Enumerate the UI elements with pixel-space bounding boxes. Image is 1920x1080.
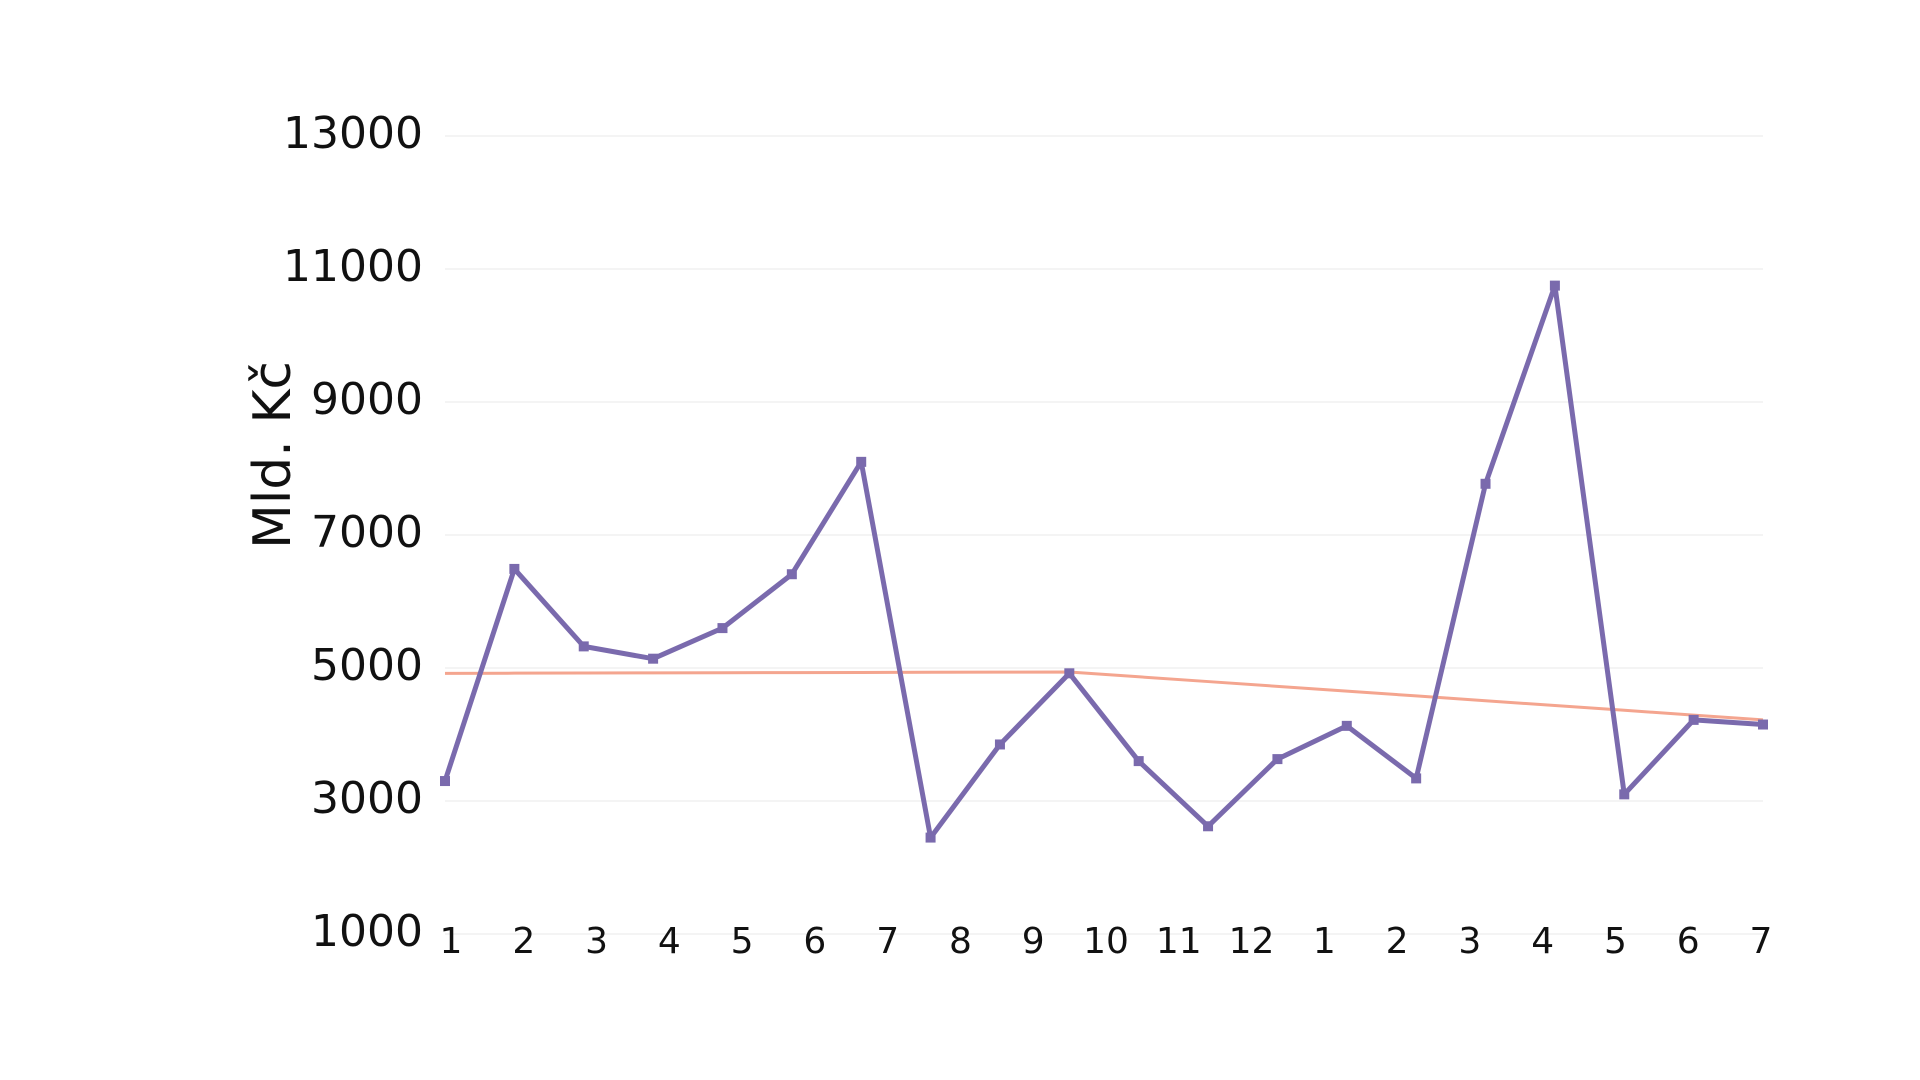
marker: [994, 739, 1005, 750]
x-tick-label: 12: [1229, 921, 1275, 962]
x-tick-label: 9: [1022, 921, 1045, 962]
x-tick-label: 11: [1156, 921, 1202, 962]
y-tick-label: 3000: [311, 773, 423, 824]
x-tick-label: 8: [949, 921, 972, 962]
y-tick-label: 1000: [311, 906, 423, 957]
marker: [1688, 714, 1699, 725]
y-axis-label: Mld. Kč: [243, 361, 303, 549]
y-tick-label: 9000: [311, 374, 423, 425]
marker: [1341, 720, 1352, 731]
marker: [717, 623, 728, 634]
marker: [1549, 280, 1560, 291]
x-tick-label: 10: [1083, 921, 1129, 962]
marker: [1758, 719, 1768, 730]
x-tick-label: 6: [803, 921, 826, 962]
marker: [1619, 789, 1630, 800]
x-tick-label: 1: [440, 921, 463, 962]
series-line: [442, 283, 1764, 841]
marker: [925, 832, 936, 843]
marker: [648, 653, 659, 664]
x-tick-label: 7: [1750, 921, 1773, 962]
marker: [856, 456, 867, 467]
marker: [509, 563, 520, 574]
x-tick-label: 3: [1458, 921, 1481, 962]
marker: [578, 641, 589, 652]
y-tick-label: 11000: [283, 241, 423, 292]
y-tick-label: 13000: [283, 108, 423, 159]
x-tick-label: 2: [512, 921, 535, 962]
x-tick-label: 5: [1604, 921, 1627, 962]
y-tick-label: 7000: [311, 507, 423, 558]
x-tick-label: 5: [731, 921, 754, 962]
x-tick-label: 4: [1531, 921, 1554, 962]
series-line: [444, 670, 1764, 722]
marker: [1480, 478, 1491, 489]
y-tick-label: 5000: [311, 640, 423, 691]
x-tick-label: 4: [658, 921, 681, 962]
marker: [1133, 756, 1144, 767]
marker: [440, 776, 450, 787]
x-tick-label: 7: [876, 921, 899, 962]
x-tick-label: 2: [1386, 921, 1409, 962]
x-tick-label: 1: [1313, 921, 1336, 962]
x-tick-label: 6: [1677, 921, 1700, 962]
marker: [1064, 668, 1075, 679]
marker: [1411, 773, 1422, 784]
marker: [1272, 754, 1283, 765]
marker: [786, 569, 797, 580]
marker: [1203, 821, 1214, 832]
x-tick-label: 3: [585, 921, 608, 962]
